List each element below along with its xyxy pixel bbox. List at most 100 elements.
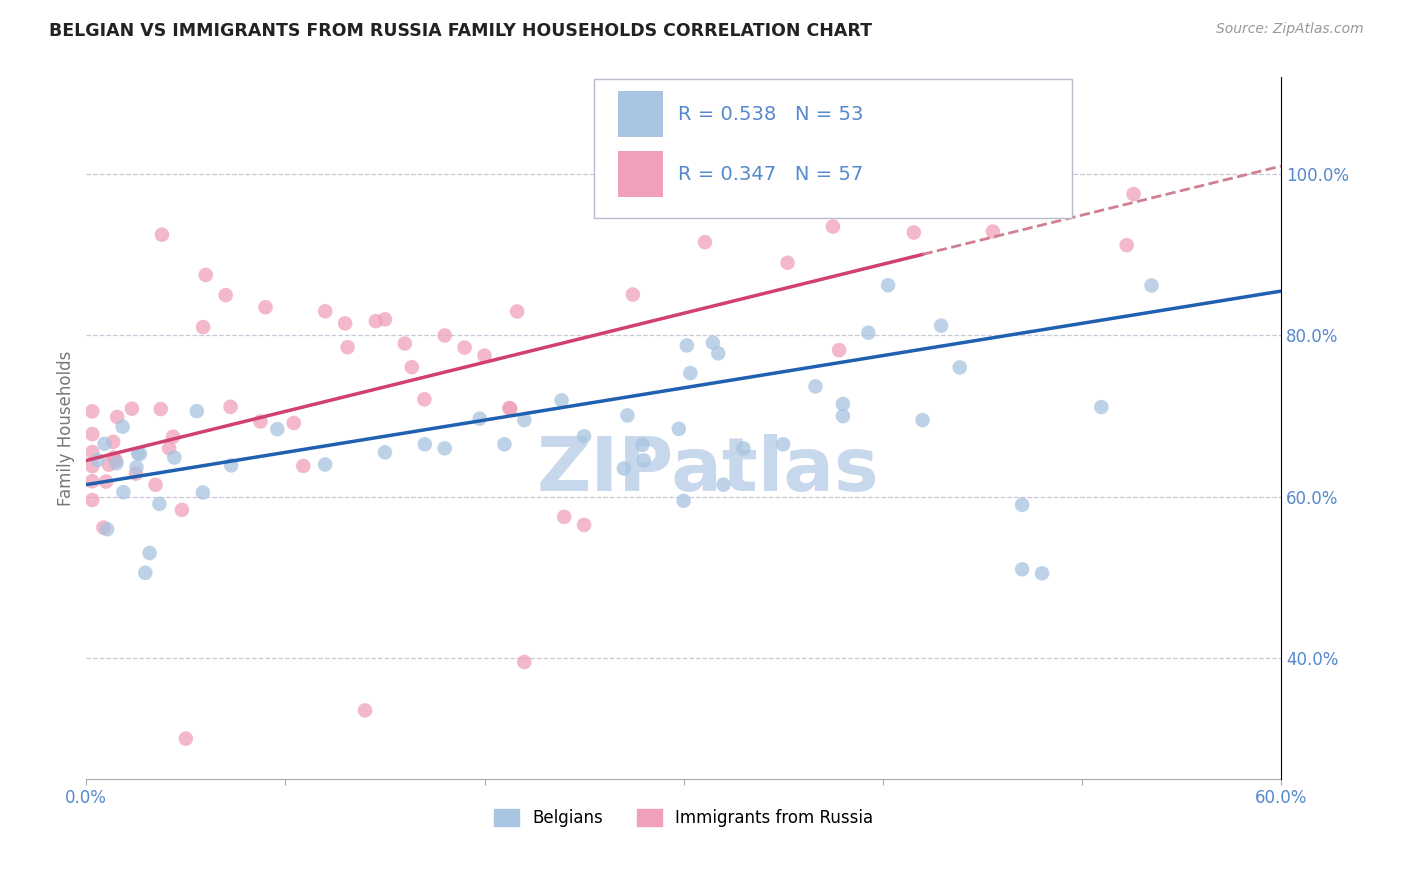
Immigrants from Russia: [82, 459, 104, 474]
Immigrants from Russia: [433, 328, 456, 343]
Immigrants from Russia: [513, 655, 536, 669]
Immigrants from Russia: [506, 304, 529, 318]
Belgians: [911, 413, 934, 427]
Y-axis label: Family Households: Family Households: [58, 351, 75, 506]
Belgians: [433, 442, 456, 456]
Belgians: [804, 379, 827, 393]
Belgians: [858, 326, 880, 340]
Immigrants from Russia: [354, 703, 377, 717]
Belgians: [616, 409, 638, 423]
Immigrants from Russia: [194, 268, 217, 282]
Belgians: [572, 429, 595, 443]
Immigrants from Russia: [1115, 238, 1137, 252]
Immigrants from Russia: [191, 320, 214, 334]
Immigrants from Russia: [219, 400, 242, 414]
Belgians: [1031, 566, 1053, 581]
Immigrants from Russia: [572, 517, 595, 532]
Immigrants from Russia: [97, 458, 120, 472]
Immigrants from Russia: [149, 402, 172, 417]
Immigrants from Russia: [82, 445, 104, 459]
Immigrants from Russia: [105, 409, 128, 424]
Belgians: [314, 458, 336, 472]
Immigrants from Russia: [82, 474, 104, 488]
Belgians: [86, 453, 108, 467]
Immigrants from Russia: [174, 731, 197, 746]
Belgians: [679, 366, 702, 380]
Belgians: [949, 360, 972, 375]
Immigrants from Russia: [453, 341, 475, 355]
Belgians: [1140, 278, 1163, 293]
Immigrants from Russia: [93, 520, 115, 534]
Belgians: [929, 318, 952, 333]
Belgians: [707, 346, 730, 360]
Immigrants from Russia: [94, 475, 117, 489]
Immigrants from Russia: [903, 226, 925, 240]
Immigrants from Russia: [254, 300, 277, 314]
Immigrants from Russia: [314, 304, 336, 318]
Belgians: [468, 411, 491, 425]
Belgians: [219, 458, 242, 473]
Belgians: [631, 438, 654, 452]
Immigrants from Russia: [499, 401, 522, 416]
Immigrants from Russia: [125, 467, 148, 481]
Immigrants from Russia: [292, 458, 315, 473]
Belgians: [832, 397, 855, 411]
Immigrants from Russia: [82, 493, 104, 508]
Immigrants from Russia: [157, 442, 180, 456]
Belgians: [96, 522, 118, 536]
Belgians: [613, 461, 636, 475]
Text: ZIPatlas: ZIPatlas: [536, 434, 879, 507]
Legend: Belgians, Immigrants from Russia: Belgians, Immigrants from Russia: [488, 802, 880, 834]
Belgians: [148, 497, 170, 511]
Immigrants from Russia: [333, 317, 356, 331]
Immigrants from Russia: [103, 450, 125, 465]
Immigrants from Russia: [776, 256, 799, 270]
Immigrants from Russia: [249, 415, 271, 429]
Immigrants from Russia: [394, 336, 416, 351]
Text: Source: ZipAtlas.com: Source: ZipAtlas.com: [1216, 22, 1364, 37]
Belgians: [374, 445, 396, 459]
Belgians: [1011, 498, 1033, 512]
Belgians: [1090, 400, 1112, 414]
Immigrants from Russia: [82, 404, 104, 418]
Belgians: [733, 442, 755, 456]
Immigrants from Russia: [693, 235, 716, 249]
Belgians: [125, 460, 148, 475]
Belgians: [93, 437, 115, 451]
Belgians: [105, 456, 128, 470]
Immigrants from Russia: [1122, 187, 1144, 202]
Belgians: [668, 422, 690, 436]
Belgians: [163, 450, 186, 465]
Immigrants from Russia: [283, 416, 305, 430]
Belgians: [832, 409, 855, 423]
Immigrants from Russia: [121, 401, 143, 416]
Belgians: [1011, 562, 1033, 576]
FancyBboxPatch shape: [593, 78, 1071, 218]
Belgians: [266, 422, 288, 436]
Text: BELGIAN VS IMMIGRANTS FROM RUSSIA FAMILY HOUSEHOLDS CORRELATION CHART: BELGIAN VS IMMIGRANTS FROM RUSSIA FAMILY…: [49, 22, 872, 40]
Belgians: [413, 437, 436, 451]
Immigrants from Russia: [101, 434, 124, 449]
Belgians: [138, 546, 160, 560]
Immigrants from Russia: [364, 314, 387, 328]
Belgians: [111, 419, 134, 434]
Belgians: [129, 447, 152, 461]
Immigrants from Russia: [170, 503, 193, 517]
Immigrants from Russia: [105, 453, 128, 467]
Immigrants from Russia: [401, 360, 423, 375]
Immigrants from Russia: [828, 343, 851, 358]
Immigrants from Russia: [553, 509, 575, 524]
Belgians: [186, 404, 208, 418]
Immigrants from Russia: [474, 349, 496, 363]
Belgians: [550, 393, 572, 408]
Belgians: [112, 485, 135, 500]
Immigrants from Russia: [162, 430, 184, 444]
Immigrants from Russia: [215, 288, 238, 302]
Belgians: [672, 493, 695, 508]
Immigrants from Russia: [150, 227, 173, 242]
Belgians: [713, 477, 735, 491]
Immigrants from Russia: [621, 287, 644, 301]
Immigrants from Russia: [981, 225, 1004, 239]
Belgians: [772, 437, 794, 451]
Immigrants from Russia: [374, 312, 396, 326]
